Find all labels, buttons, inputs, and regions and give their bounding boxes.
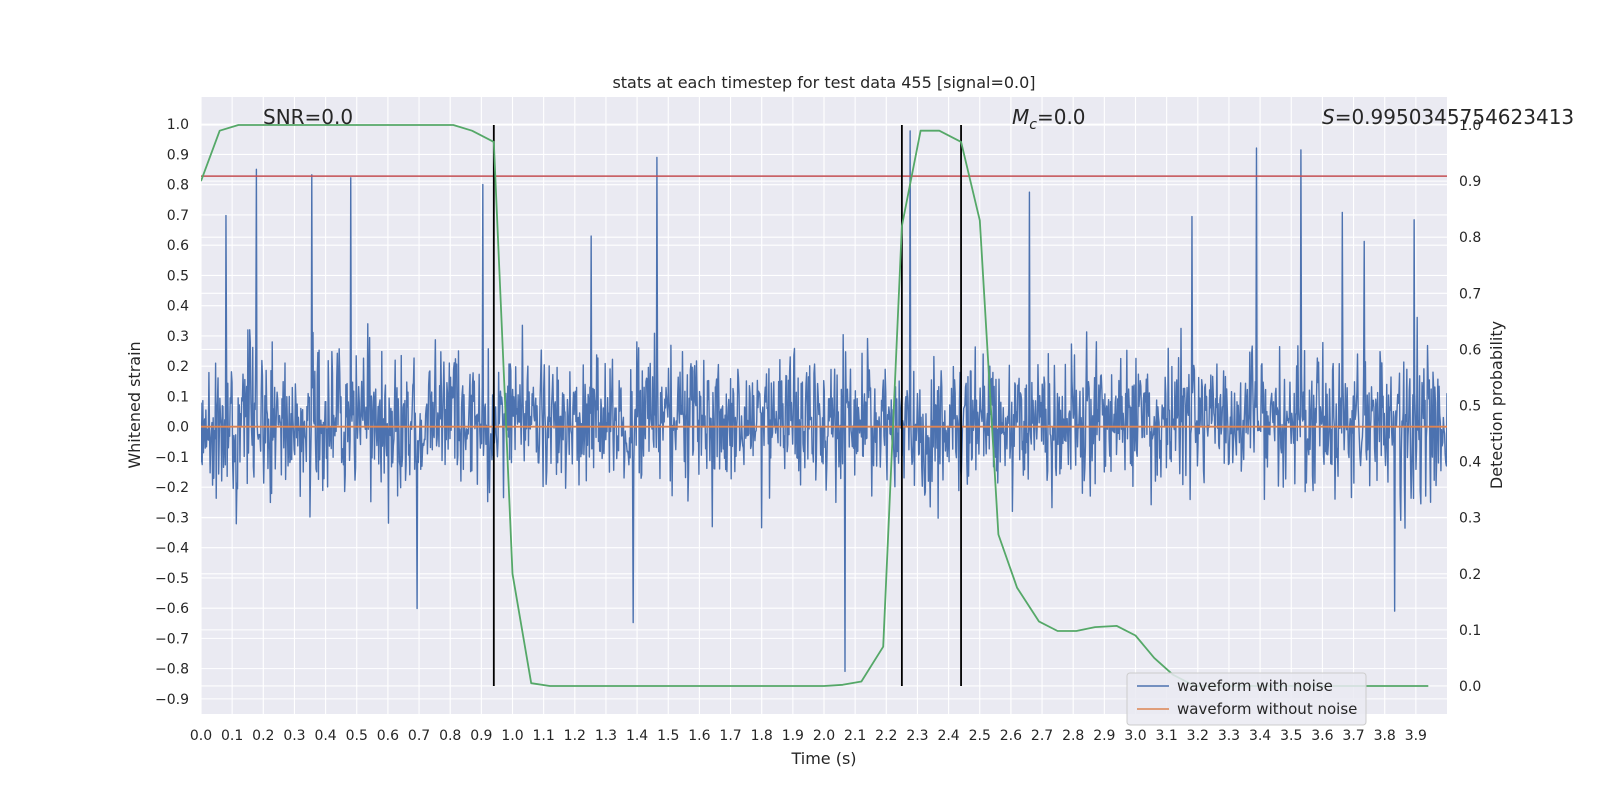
y2-tick-label: 0.4 bbox=[1459, 455, 1481, 471]
y2-tick-label: 0.8 bbox=[1459, 230, 1481, 246]
x-tick-label: 2.7 bbox=[1031, 728, 1053, 744]
x-tick-label: 1.6 bbox=[688, 728, 710, 744]
y2-tick-label: 0.9 bbox=[1459, 174, 1481, 190]
noise-series bbox=[201, 130, 1447, 673]
x-tick-label: 0.6 bbox=[377, 728, 399, 744]
y-tick-label: −0.3 bbox=[155, 510, 189, 526]
y-tick-label: 0.0 bbox=[167, 420, 189, 436]
y2-tick-label: 1.0 bbox=[1459, 118, 1481, 134]
y2-tick-labels: 0.0 0.1 0.2 0.3 0.4 0.5 0.6 0.7 0.8 0.9 1.0 bbox=[1459, 118, 1481, 695]
y2-axis-label: Detection probability bbox=[1487, 321, 1506, 489]
y-tick-label: 0.4 bbox=[167, 299, 189, 315]
x-tick-label: 1.4 bbox=[626, 728, 648, 744]
y2-tick-label: 0.5 bbox=[1459, 399, 1481, 415]
mc-subscript: c bbox=[1029, 117, 1037, 133]
y-tick-label: −0.4 bbox=[155, 541, 189, 557]
y2-tick-label: 0.7 bbox=[1459, 286, 1481, 302]
x-tick-label: 1.2 bbox=[564, 728, 586, 744]
s-symbol: S bbox=[1322, 105, 1335, 129]
mc-annotation: Mc=0.0 bbox=[1012, 105, 1086, 133]
x-tick-label: 0.2 bbox=[252, 728, 274, 744]
s-value: =0.9950345754623413 bbox=[1335, 105, 1574, 129]
y-tick-label: 0.1 bbox=[167, 389, 189, 405]
legend-label-clean: waveform without noise bbox=[1177, 700, 1357, 718]
legend-label-noise: waveform with noise bbox=[1177, 677, 1333, 695]
x-tick-label: 1.5 bbox=[657, 728, 679, 744]
x-tick-label: 0.9 bbox=[470, 728, 492, 744]
legend-box bbox=[1126, 672, 1367, 726]
x-tick-label: 2.0 bbox=[813, 728, 835, 744]
y-tick-label: −0.8 bbox=[155, 662, 189, 678]
y-tick-label: 0.3 bbox=[167, 329, 189, 345]
y-tick-label: −0.7 bbox=[155, 631, 189, 647]
x-tick-label: 3.1 bbox=[1156, 728, 1178, 744]
x-tick-label: 1.0 bbox=[501, 728, 523, 744]
x-tick-label: 3.9 bbox=[1405, 728, 1427, 744]
y2-tick-label: 0.0 bbox=[1459, 679, 1481, 695]
x-tick-label: 2.4 bbox=[937, 728, 959, 744]
y-tick-label: 0.6 bbox=[167, 238, 189, 254]
y-tick-label: −0.2 bbox=[155, 480, 189, 496]
x-tick-label: 1.9 bbox=[782, 728, 804, 744]
chart-title: stats at each timestep for test data 455… bbox=[612, 73, 1035, 92]
y-tick-label: 0.8 bbox=[167, 178, 189, 194]
x-tick-label: 3.3 bbox=[1218, 728, 1240, 744]
y2-tick-label: 0.1 bbox=[1459, 623, 1481, 639]
x-tick-label: 0.3 bbox=[283, 728, 305, 744]
y-tick-label: 0.9 bbox=[167, 147, 189, 163]
y-tick-label: −0.5 bbox=[155, 571, 189, 587]
x-tick-label: 0.8 bbox=[439, 728, 461, 744]
y2-tick-label: 0.3 bbox=[1459, 511, 1481, 527]
x-tick-label: 3.4 bbox=[1249, 728, 1271, 744]
y-tick-labels: −0.9 −0.8 −0.7 −0.6 −0.5 −0.4 −0.3 −0.2 −0.1 0.0 0… bbox=[155, 117, 189, 708]
snr-annotation: SNR=0.0 bbox=[263, 105, 353, 129]
y-axis-label: Whitened strain bbox=[125, 341, 144, 468]
x-tick-label: 1.3 bbox=[595, 728, 617, 744]
y-tick-label: −0.6 bbox=[155, 601, 189, 617]
x-tick-labels: 0.0 0.1 0.2 0.3 0.4 0.5 0.6 0.7 0.8 0.9 1.0 1.1 1.2 1… bbox=[190, 728, 1427, 744]
waveform-with-noise-line bbox=[201, 130, 1447, 673]
x-tick-label: 2.2 bbox=[875, 728, 897, 744]
mc-value: =0.0 bbox=[1037, 105, 1086, 129]
x-axis-label: Time (s) bbox=[790, 749, 856, 768]
x-tick-label: 0.1 bbox=[221, 728, 243, 744]
x-tick-label: 2.1 bbox=[844, 728, 866, 744]
y-tick-label: 0.7 bbox=[167, 208, 189, 224]
mc-symbol: M bbox=[1012, 105, 1029, 129]
x-tick-label: 3.6 bbox=[1311, 728, 1333, 744]
x-tick-label: 1.7 bbox=[719, 728, 741, 744]
x-tick-label: 3.2 bbox=[1187, 728, 1209, 744]
x-tick-label: 1.8 bbox=[751, 728, 773, 744]
x-tick-label: 3.5 bbox=[1280, 728, 1302, 744]
x-tick-label: 2.6 bbox=[1000, 728, 1022, 744]
x-tick-label: 2.5 bbox=[969, 728, 991, 744]
x-tick-label: 0.0 bbox=[190, 728, 212, 744]
y-tick-label: 1.0 bbox=[167, 117, 189, 133]
x-tick-label: 1.1 bbox=[533, 728, 555, 744]
y-tick-label: −0.1 bbox=[155, 450, 189, 466]
x-tick-label: 0.5 bbox=[346, 728, 368, 744]
x-tick-label: 2.8 bbox=[1062, 728, 1084, 744]
x-tick-label: 0.7 bbox=[408, 728, 430, 744]
s-annotation: S=0.9950345754623413 bbox=[1322, 105, 1574, 129]
x-tick-label: 3.0 bbox=[1124, 728, 1146, 744]
x-tick-label: 3.8 bbox=[1374, 728, 1396, 744]
y2-tick-label: 0.2 bbox=[1459, 567, 1481, 583]
y-tick-label: 0.5 bbox=[167, 268, 189, 284]
y-tick-label: 0.2 bbox=[167, 359, 189, 375]
x-tick-label: 2.9 bbox=[1093, 728, 1115, 744]
x-tick-label: 2.3 bbox=[906, 728, 928, 744]
y-tick-label: −0.9 bbox=[155, 692, 189, 708]
x-tick-label: 3.7 bbox=[1342, 728, 1364, 744]
y2-tick-label: 0.6 bbox=[1459, 342, 1481, 358]
legend: waveform with noise waveform without noi… bbox=[1126, 672, 1367, 726]
x-tick-label: 0.4 bbox=[314, 728, 336, 744]
